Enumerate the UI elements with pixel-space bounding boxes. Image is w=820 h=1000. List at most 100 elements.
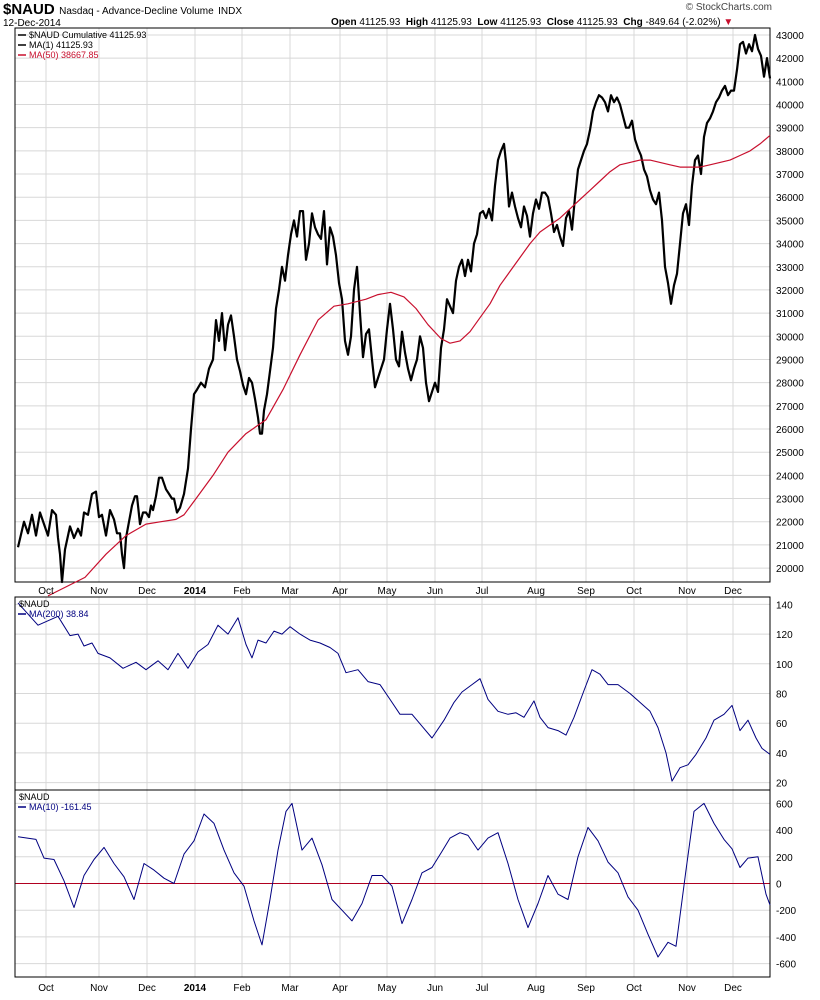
- y-tick-label: 41000: [776, 77, 804, 88]
- x-tick-label: Mar: [281, 983, 299, 994]
- y-tick-label: 21000: [776, 541, 804, 552]
- ohlc-label-close: Close: [546, 17, 574, 28]
- y-tick-label: 28000: [776, 379, 804, 390]
- panel-middle: [14, 596, 771, 791]
- symbol-type: INDX: [218, 6, 243, 17]
- y-tick-label: 120: [776, 630, 793, 641]
- x-tick-label: Feb: [233, 586, 251, 597]
- legend-entry: $NAUD: [19, 792, 50, 802]
- y-tick-label: 0: [776, 880, 782, 891]
- x-tick-label: 2014: [184, 983, 207, 994]
- x-tick-label: Oct: [626, 586, 642, 597]
- x-tick-label: Oct: [626, 983, 642, 994]
- x-tick-label: Nov: [678, 983, 696, 994]
- symbol: $NAUD: [3, 1, 55, 18]
- ohlc-value-close: 41125.93: [576, 17, 618, 28]
- x-tick-label: Oct: [38, 586, 54, 597]
- x-tick-label: Aug: [527, 983, 545, 994]
- y-tick-label: 29000: [776, 355, 804, 366]
- y-tick-label: 20000: [776, 564, 804, 575]
- chart-date: 12-Dec-2014: [3, 18, 61, 29]
- symbol-description: Nasdaq - Advance-Decline Volume: [59, 6, 214, 17]
- x-tick-label: Dec: [138, 983, 156, 994]
- x-tick-label: Jul: [476, 586, 489, 597]
- y-tick-label: 27000: [776, 402, 804, 413]
- panel-frame: [14, 789, 771, 978]
- series-line--naud-cumulative: [16, 33, 772, 584]
- x-tick-label: Sep: [577, 586, 595, 597]
- y-tick-label: 80: [776, 690, 788, 701]
- y-tick-label: 60: [776, 719, 788, 730]
- panel-main: [14, 27, 772, 597]
- legend-entry: MA(50) 38667.85: [29, 50, 99, 60]
- y-tick-label: 400: [776, 826, 793, 837]
- x-tick-label: Jun: [427, 983, 443, 994]
- ohlc-label-high: High: [405, 17, 429, 28]
- ohlc-value-high: 41125.93: [430, 17, 472, 28]
- x-tick-label: Nov: [678, 586, 696, 597]
- y-tick-label: 140: [776, 600, 793, 611]
- legend-entry: MA(1) 41125.93: [29, 40, 93, 50]
- x-tick-label: May: [378, 586, 397, 597]
- ohlc-bar: Open 41125.93 High 41125.93 Low 41125.93…: [331, 17, 733, 28]
- chart-header: $NAUD Nasdaq - Advance-Decline Volume IN…: [3, 1, 242, 19]
- y-tick-label: 25000: [776, 448, 804, 459]
- y-tick-label: 32000: [776, 286, 804, 297]
- legend-entry: MA(200) 38.84: [29, 609, 89, 619]
- y-tick-label: 600: [776, 799, 793, 810]
- y-tick-label: 43000: [776, 31, 804, 42]
- y-tick-label: 42000: [776, 54, 804, 65]
- x-tick-label: Aug: [527, 586, 545, 597]
- x-tick-label: Apr: [332, 586, 348, 597]
- watermark: © StockCharts.com: [685, 2, 772, 13]
- x-tick-label: Oct: [38, 983, 54, 994]
- y-tick-label: 20: [776, 779, 788, 790]
- x-tick-label: Jul: [476, 983, 489, 994]
- x-tick-label: Mar: [281, 586, 299, 597]
- ohlc-value-low: 41125.93: [500, 17, 542, 28]
- series-line-ma-200-: [17, 602, 771, 782]
- y-tick-label: 31000: [776, 309, 804, 320]
- y-tick-label: 36000: [776, 193, 804, 204]
- y-tick-label: 37000: [776, 170, 804, 181]
- x-tick-label: Dec: [724, 586, 742, 597]
- y-tick-label: 24000: [776, 471, 804, 482]
- x-tick-label: Dec: [724, 983, 742, 994]
- y-tick-label: -600: [776, 960, 796, 971]
- ohlc-value-chg: -849.64 (-2.02%): [645, 17, 721, 28]
- y-tick-label: 34000: [776, 240, 804, 251]
- legend-entry: MA(10) -161.45: [29, 802, 92, 812]
- x-tick-label: Nov: [90, 983, 108, 994]
- y-tick-label: 40000: [776, 100, 804, 111]
- y-tick-label: 200: [776, 853, 793, 864]
- y-tick-label: 30000: [776, 332, 804, 343]
- x-tick-label: Sep: [577, 983, 595, 994]
- x-tick-label: Jun: [427, 586, 443, 597]
- ohlc-label-low: Low: [477, 17, 498, 28]
- y-tick-label: 100: [776, 660, 793, 671]
- y-tick-label: 35000: [776, 216, 804, 227]
- y-tick-label: 23000: [776, 495, 804, 506]
- y-tick-label: 39000: [776, 124, 804, 135]
- series-line-ma-50-: [47, 134, 771, 597]
- panel-bottom: [14, 789, 771, 978]
- y-tick-label: 33000: [776, 263, 804, 274]
- legend-entry: $NAUD: [19, 599, 50, 609]
- y-tick-label: 40: [776, 749, 788, 760]
- x-tick-label: 2014: [184, 586, 207, 597]
- y-tick-label: 26000: [776, 425, 804, 436]
- legend-entry: $NAUD Cumulative 41125.93: [29, 30, 146, 40]
- panel-frame: [14, 27, 771, 583]
- y-tick-label: 22000: [776, 518, 804, 529]
- y-tick-label: 38000: [776, 147, 804, 158]
- y-tick-label: -200: [776, 906, 796, 917]
- x-tick-label: Nov: [90, 586, 108, 597]
- x-tick-label: Dec: [138, 586, 156, 597]
- ohlc-label-open: Open: [331, 17, 357, 28]
- series-line-ma-10-: [17, 802, 771, 958]
- x-tick-label: Feb: [233, 983, 251, 994]
- x-tick-label: May: [378, 983, 397, 994]
- ohlc-label-chg: Chg: [623, 17, 643, 28]
- y-tick-label: -400: [776, 933, 796, 944]
